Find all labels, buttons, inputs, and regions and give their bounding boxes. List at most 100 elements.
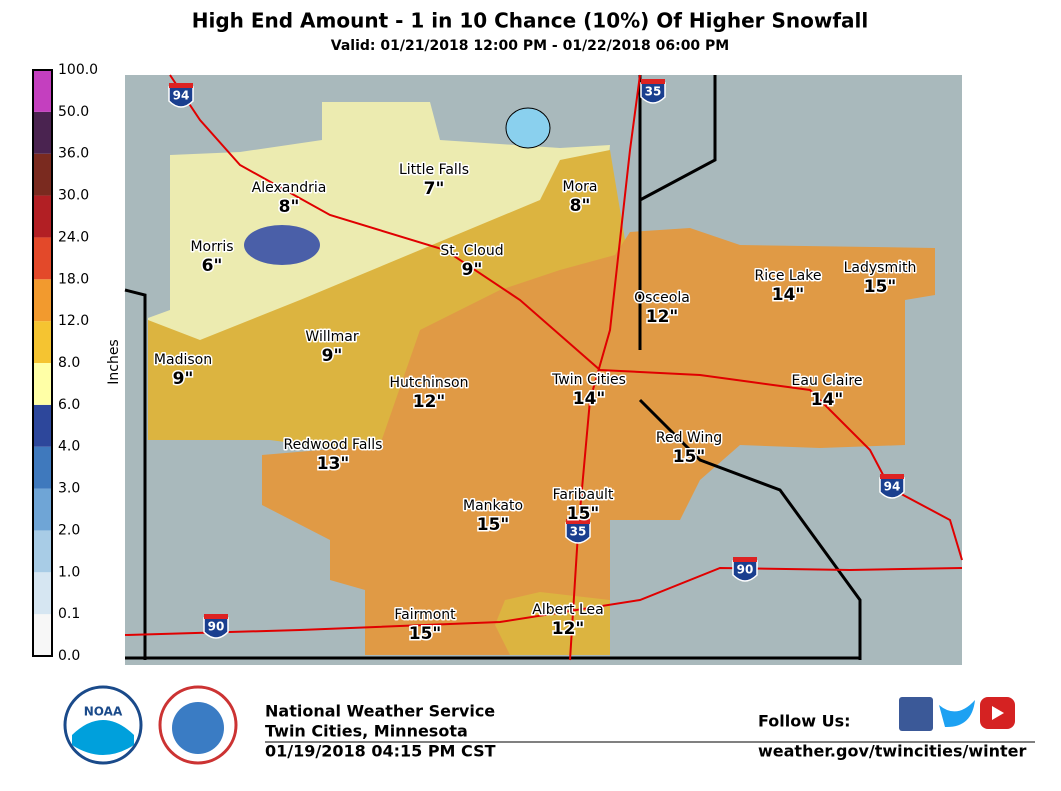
map — [124, 74, 963, 665]
legend-tick-label: 12.0 — [58, 313, 89, 329]
highway-number: 35 — [645, 85, 662, 99]
lake — [244, 225, 320, 265]
city-name: Twin Cities — [551, 372, 626, 388]
legend-swatch — [33, 530, 52, 573]
snow-amount: 7" — [424, 179, 445, 199]
highway-shield — [732, 560, 758, 582]
legend-swatch — [33, 153, 52, 196]
legend-swatch — [33, 195, 52, 238]
city-name: Red Wing — [656, 430, 722, 446]
legend-swatch — [33, 488, 52, 531]
highway-number: 90 — [737, 563, 754, 577]
highway-shield — [565, 522, 591, 544]
highway-shield — [203, 617, 229, 639]
facebook-icon[interactable] — [899, 697, 933, 731]
city-name: Willmar — [305, 329, 358, 345]
snow-amount: 14" — [573, 389, 606, 409]
state-border — [124, 75, 862, 660]
legend-label: Inches — [106, 339, 122, 384]
twitter-icon[interactable] — [939, 700, 975, 728]
snow-amount: 12" — [646, 307, 679, 327]
lake — [505, 107, 551, 149]
city-name: Albert Lea — [532, 602, 603, 618]
snow-amount: 13" — [317, 454, 350, 474]
highway-shield-top — [880, 474, 904, 479]
legend-tick-label: 4.0 — [58, 439, 80, 455]
highway-shield — [879, 477, 905, 499]
city-name: Mankato — [463, 498, 523, 514]
legend-swatch — [33, 404, 52, 447]
url[interactable]: weather.gov/twincities/winter — [758, 742, 1027, 761]
highway-shield-top — [733, 557, 757, 562]
legend-tick-label: 8.0 — [58, 355, 80, 371]
legend-tick-label: 0.0 — [58, 648, 80, 664]
city-name: Faribault — [553, 487, 614, 503]
legend-tick-label: 18.0 — [58, 271, 89, 287]
issued: 01/19/2018 04:15 PM CST — [265, 742, 496, 761]
noaa-wave — [72, 720, 134, 755]
city-name: Rice Lake — [755, 268, 822, 284]
snow-amount: 15" — [673, 447, 706, 467]
snow-amount: 8" — [279, 197, 300, 217]
snow-amount: 6" — [202, 256, 223, 276]
legend-swatch — [33, 111, 52, 154]
city-name: Eau Claire — [792, 373, 863, 389]
legend-tick-label: 1.0 — [58, 564, 80, 580]
highway-shield — [168, 86, 194, 108]
highway-number: 94 — [173, 89, 190, 103]
snow-amount: 15" — [567, 504, 600, 524]
snow-amount: 14" — [811, 390, 844, 410]
legend-tick-label: 6.0 — [58, 397, 80, 413]
title: High End Amount - 1 in 10 Chance (10%) O… — [192, 9, 868, 33]
snow-amount: 12" — [552, 619, 585, 639]
snow-amount: 9" — [322, 346, 343, 366]
legend-tick-label: 30.0 — [58, 188, 89, 204]
highway-number: 90 — [208, 620, 225, 634]
legend-swatch — [33, 321, 52, 363]
legend-tick-label: 36.0 — [58, 146, 89, 162]
city-name: St. Cloud — [440, 243, 503, 259]
city-name: Ladysmith — [844, 260, 917, 276]
footer: NOAA National Weather Service Twin Citie… — [63, 685, 1035, 765]
highway-number: 35 — [570, 525, 587, 539]
zone-12-18 — [262, 228, 935, 655]
city-name: Alexandria — [252, 180, 327, 196]
highway-shield-top — [169, 83, 193, 88]
agency: National Weather Service — [265, 702, 495, 721]
legend-swatch — [33, 572, 52, 615]
highway-shield-top — [641, 79, 665, 84]
legend-frame — [32, 69, 53, 657]
snow-amount: 14" — [772, 285, 805, 305]
legend-tick-label: 24.0 — [58, 229, 89, 245]
city-name: Mora — [563, 179, 598, 195]
subtitle: Valid: 01/21/2018 12:00 PM - 01/22/2018 … — [331, 38, 730, 54]
city-name: Osceola — [634, 290, 690, 306]
snow-amount: 15" — [477, 515, 510, 535]
legend-swatch — [33, 363, 52, 405]
follow: Follow Us: — [758, 712, 851, 731]
legend-swatch — [33, 237, 52, 280]
legend-tick-label: 2.0 — [58, 522, 80, 538]
zone-8-12-south — [495, 592, 610, 655]
legend-tick-label: 50.0 — [58, 104, 89, 120]
legend-tick-label: 3.0 — [58, 481, 80, 497]
city-name: Madison — [154, 352, 212, 368]
legend-swatch — [33, 70, 52, 112]
snow-amount: 12" — [413, 392, 446, 412]
snow-amount: 9" — [173, 369, 194, 389]
nws-logo-inner — [172, 702, 224, 754]
highway-shield-top — [204, 614, 228, 619]
snow-amount: 9" — [462, 260, 483, 280]
legend-swatch — [33, 614, 52, 656]
city-name: Morris — [190, 239, 233, 255]
legend-tick-label: 0.1 — [58, 606, 80, 622]
city-name: Fairmont — [394, 607, 456, 623]
legend-tick-label: 100.0 — [58, 62, 98, 78]
office: Twin Cities, Minnesota — [265, 722, 468, 741]
legend-swatch — [33, 279, 52, 322]
legend-swatch — [33, 446, 52, 489]
highway-number: 94 — [884, 480, 901, 494]
city-name: Hutchinson — [390, 375, 469, 391]
snow-amount: 8" — [570, 196, 591, 216]
